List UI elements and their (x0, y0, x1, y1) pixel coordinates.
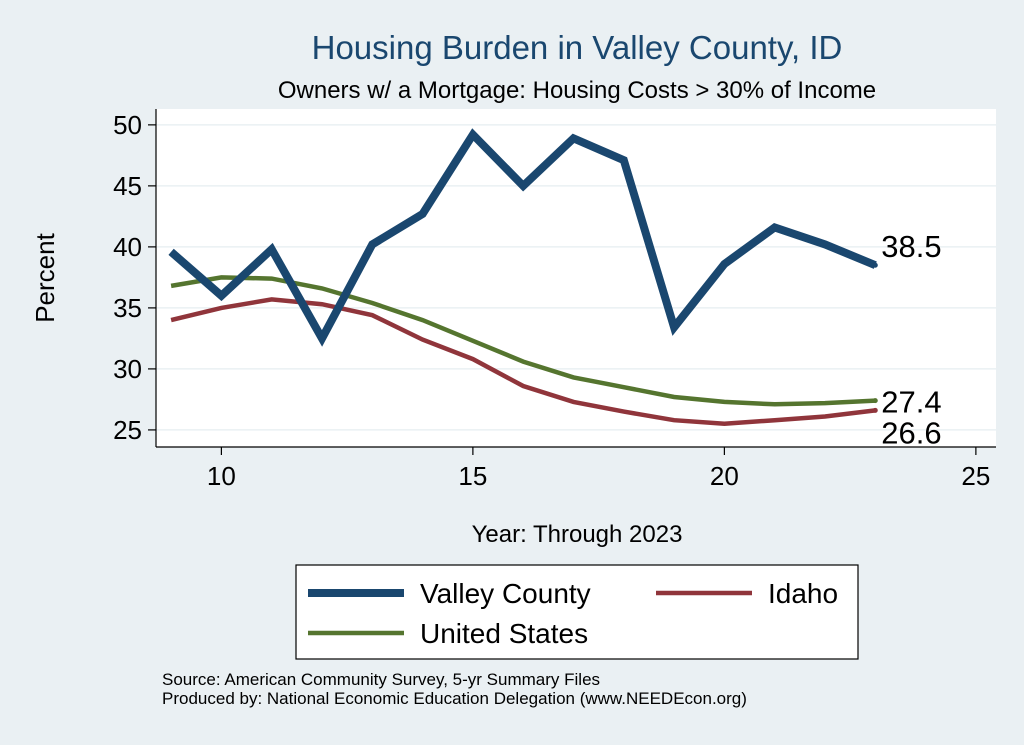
legend-box (295, 564, 859, 660)
axes: 25 30 35 40 45 50 10 15 20 25 (113, 109, 996, 491)
series-line-idaho (170, 297, 876, 427)
y-tick-label: 25 (113, 415, 142, 445)
x-axis-label: Year: Through 2023 (472, 521, 683, 548)
y-tick-label: 30 (113, 354, 142, 384)
y-tick-label: 50 (113, 110, 142, 140)
gridlines (156, 124, 996, 431)
end-labels: 38.5 26.627.4 (881, 229, 941, 450)
series-line-valley-county (168, 128, 877, 347)
end-label-united-states: 27.4 (881, 385, 941, 420)
legend-label-united-states: United States (420, 618, 588, 649)
plot-area (156, 109, 996, 447)
x-tick-label: 25 (961, 461, 990, 491)
legend-label-valley-county: Valley County (420, 578, 591, 609)
chart-subtitle: Owners w/ a Mortgage: Housing Costs > 30… (278, 77, 876, 104)
series-layer (168, 128, 878, 427)
y-tick-label: 45 (113, 171, 142, 201)
chart-title: Housing Burden in Valley County, ID (312, 29, 843, 66)
y-tick-label: 40 (113, 232, 142, 262)
end-label-idaho: 26.6 (881, 415, 941, 450)
end-point-united-states (872, 398, 878, 404)
y-axis-label: Percent (30, 232, 60, 322)
x-tick-label: 15 (458, 461, 487, 491)
end-point-valley-county (872, 262, 878, 268)
producer-note: Produced by: National Economic Education… (162, 689, 747, 708)
x-tick-label: 10 (207, 461, 236, 491)
end-point-idaho (872, 407, 878, 413)
x-tick-label: 20 (710, 461, 739, 491)
source-note: Source: American Community Survey, 5-yr … (162, 670, 601, 689)
y-tick-label: 35 (113, 293, 142, 323)
legend-label-idaho: Idaho (768, 578, 838, 609)
end-label-valley-county: 38.5 (881, 229, 941, 264)
legend: Valley County Idaho United States (308, 578, 838, 649)
